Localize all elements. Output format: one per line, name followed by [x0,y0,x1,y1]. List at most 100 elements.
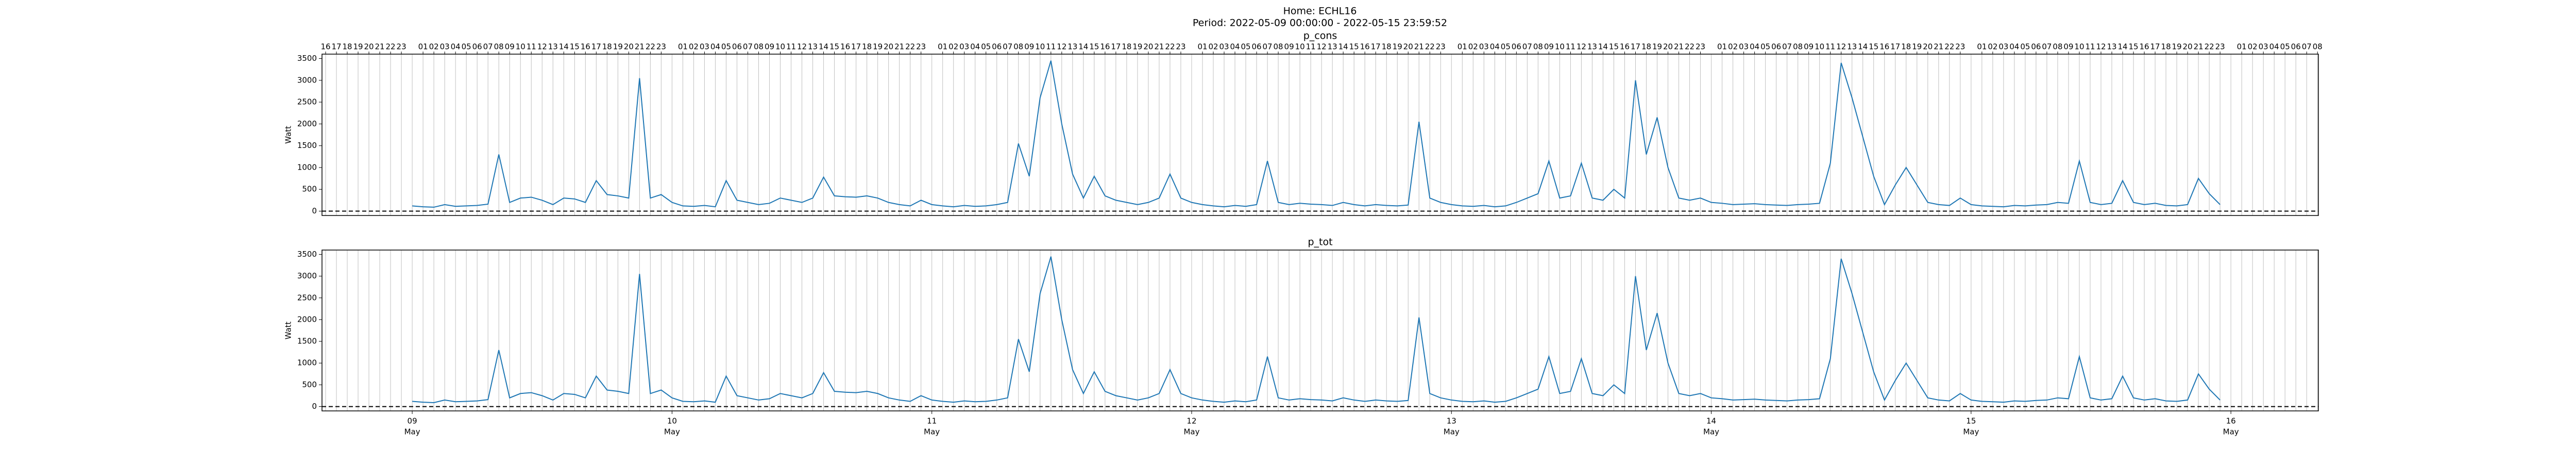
y-tick-label: 1000 [297,358,317,368]
x-tick-sublabel: May [1703,427,1719,437]
x-tick-label: 12 [1187,417,1196,426]
x-tick-label: 14 [1706,417,1716,426]
x2-tick-label: 22 [905,42,915,52]
x2-tick-label: 23 [397,42,406,52]
x2-tick-label: 17 [851,42,861,52]
x2-tick-label: 14 [819,42,828,52]
x2-tick-label: 01 [678,42,688,52]
x2-tick-label: 12 [537,42,547,52]
x2-tick-label: 03 [700,42,709,52]
y-axis-label: Watt [284,321,293,339]
x2-tick-label: 22 [1165,42,1175,52]
x2-tick-label: 17 [1371,42,1381,52]
panel-title: p_cons [1303,30,1337,42]
x-tick-sublabel: May [404,427,420,437]
x2-tick-label: 19 [1132,42,1142,52]
x2-tick-label: 23 [1436,42,1446,52]
x2-tick-label: 17 [1890,42,1900,52]
x2-tick-label: 18 [1382,42,1392,52]
x2-tick-label: 02 [689,42,699,52]
x2-tick-label: 02 [1208,42,1218,52]
x2-tick-label: 23 [656,42,666,52]
x2-tick-label: 05 [2280,42,2290,52]
x2-tick-label: 16 [581,42,590,52]
x2-tick-label: 23 [1955,42,1965,52]
x2-tick-label: 18 [1122,42,1131,52]
x2-tick-label: 04 [1230,42,1240,52]
y-tick-label: 2500 [297,293,317,302]
x2-tick-label: 03 [1219,42,1229,52]
x-tick-sublabel: May [1963,427,1979,437]
y-tick-label: 3500 [297,250,317,259]
x2-tick-label: 18 [2161,42,2171,52]
x2-tick-label: 08 [754,42,764,52]
x2-tick-label: 20 [624,42,634,52]
x2-tick-label: 08 [2313,42,2323,52]
x2-tick-label: 16 [1879,42,1889,52]
x2-tick-label: 21 [375,42,385,52]
x2-tick-label: 07 [1263,42,1273,52]
x2-tick-label: 22 [2205,42,2214,52]
x2-tick-label: 19 [353,42,363,52]
x2-tick-label: 15 [829,42,839,52]
x2-tick-label: 08 [494,42,504,52]
x2-tick-label: 20 [364,42,374,52]
x2-tick-label: 18 [1901,42,1911,52]
x2-tick-label: 11 [1046,42,1056,52]
x2-tick-label: 06 [2031,42,2041,52]
x2-tick-label: 18 [342,42,352,52]
x2-tick-label: 09 [505,42,515,52]
x2-tick-label: 14 [1858,42,1868,52]
x2-tick-label: 09 [765,42,774,52]
x2-tick-label: 13 [1328,42,1337,52]
x2-tick-label: 11 [786,42,796,52]
x2-tick-label: 08 [1533,42,1543,52]
x2-tick-label: 02 [1468,42,1478,52]
y-tick-label: 2500 [297,97,317,107]
x2-tick-label: 19 [1912,42,1922,52]
x2-tick-label: 04 [970,42,980,52]
figure-subtitle: Period: 2022-05-09 00:00:00 - 2022-05-15… [1193,18,1447,29]
y-tick-label: 500 [302,380,317,389]
x2-tick-label: 14 [559,42,569,52]
x2-tick-label: 10 [1815,42,1824,52]
y-tick-label: 3500 [297,54,317,63]
x2-tick-label: 20 [2183,42,2193,52]
x2-tick-label: 22 [1944,42,1954,52]
x2-tick-label: 15 [570,42,580,52]
x2-tick-label: 19 [1393,42,1402,52]
x-tick-label: 09 [408,417,417,426]
x2-tick-label: 13 [548,42,558,52]
x2-tick-label: 15 [1089,42,1099,52]
x2-tick-label: 14 [1338,42,1348,52]
x2-tick-label: 14 [1598,42,1608,52]
x2-tick-label: 02 [1988,42,1997,52]
x2-tick-label: 14 [2117,42,2127,52]
x2-tick-label: 05 [1760,42,1770,52]
x2-tick-label: 07 [483,42,493,52]
x-tick-label: 15 [1966,417,1976,426]
x2-tick-label: 01 [1197,42,1207,52]
x2-tick-label: 15 [1869,42,1878,52]
x2-tick-label: 06 [1252,42,1262,52]
x2-tick-label: 13 [808,42,818,52]
x2-tick-label: 08 [1274,42,1283,52]
x2-tick-label: 13 [1587,42,1597,52]
x2-tick-label: 07 [2302,42,2312,52]
x2-tick-label: 15 [2128,42,2138,52]
x2-tick-label: 08 [2053,42,2062,52]
y-tick-label: 1500 [297,141,317,150]
x2-tick-label: 05 [462,42,471,52]
x2-tick-label: 11 [2085,42,2095,52]
x2-tick-label: 16 [320,42,330,52]
x-tick-label: 10 [667,417,677,426]
x2-tick-label: 01 [1717,42,1727,52]
x2-tick-label: 18 [602,42,612,52]
x2-tick-label: 11 [1306,42,1316,52]
x2-tick-label: 06 [992,42,1002,52]
x2-tick-label: 11 [1825,42,1835,52]
x2-tick-label: 01 [418,42,428,52]
x2-tick-label: 09 [1804,42,1814,52]
y-tick-label: 2000 [297,119,317,128]
x2-tick-label: 05 [1501,42,1511,52]
